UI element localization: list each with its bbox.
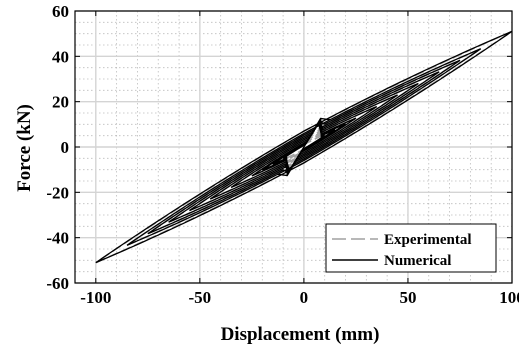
y-tick-label: -60: [46, 274, 69, 293]
loop-numerical-65: [168, 71, 440, 223]
x-tick-label: 0: [300, 288, 309, 307]
y-tick-label: 60: [52, 2, 69, 21]
x-tick-label: -100: [80, 288, 111, 307]
y-tick-label: -20: [46, 183, 69, 202]
loop-numerical-45: [209, 94, 398, 200]
legend-box: [325, 223, 497, 273]
loop-numerical-35: [230, 105, 378, 189]
y-tick-label: 40: [52, 47, 69, 66]
y-tick-label: 20: [52, 93, 69, 112]
tick-labels: -100 -50 0 50 100 -60 -40 -20 0 20 40 60: [46, 2, 519, 307]
x-tick-label: -50: [189, 288, 212, 307]
loop-numerical-25: [251, 117, 357, 177]
y-axis-label: Force (kN): [14, 104, 35, 192]
loop-numerical-75: [147, 59, 461, 235]
x-axis-label: Displacement (mm): [221, 324, 380, 345]
y-tick-label: -40: [46, 229, 69, 248]
axis-ticks: [75, 10, 513, 284]
legend-label-experimental: Experimental: [384, 232, 472, 248]
legend: Experimental Numerical: [325, 223, 497, 273]
yield-branch-numerical: [277, 117, 331, 177]
x-tick-label: 50: [399, 288, 416, 307]
loop-numerical-55: [189, 82, 419, 212]
x-tick-label: 100: [499, 288, 519, 307]
series-numerical: [95, 30, 513, 264]
series-layer: [95, 30, 513, 264]
loop-numerical-85: [126, 48, 482, 246]
legend-label-numerical: Numerical: [384, 253, 451, 269]
y-tick-label: 0: [61, 138, 70, 157]
